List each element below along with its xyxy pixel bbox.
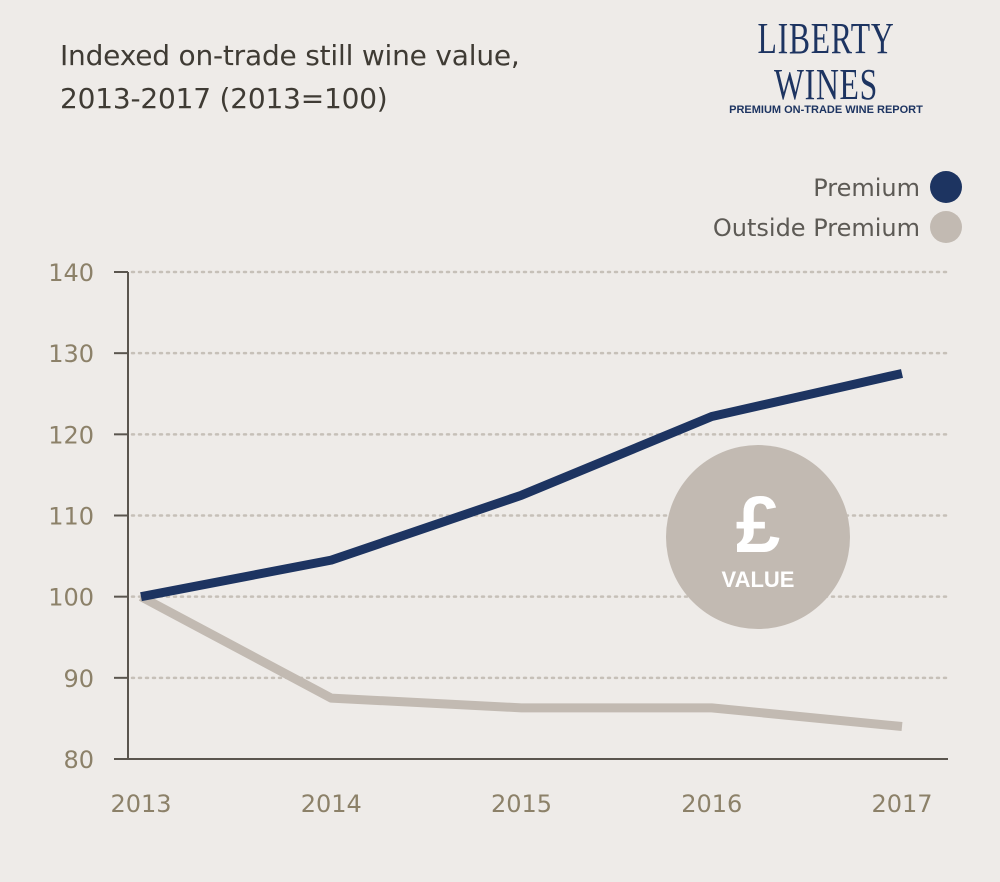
value-badge-label: VALUE: [722, 567, 795, 592]
x-tick-label: 2013: [110, 790, 171, 818]
x-tick-label: 2015: [491, 790, 552, 818]
y-tick-label: 110: [48, 503, 94, 531]
x-tick-label: 2017: [871, 790, 932, 818]
y-tick-label: 130: [48, 340, 94, 368]
brand-tagline: PREMIUM ON-TRADE WINE REPORT: [729, 104, 923, 116]
brand-name: LIBERTY WINES: [757, 14, 895, 109]
legend-marker-outside-premium: [930, 211, 962, 243]
y-axis-ticks: 80 90 100 110 120 130 140: [48, 259, 94, 774]
value-badge-circle: [666, 445, 850, 629]
x-axis-ticks: 2013 2014 2015 2016 2017: [110, 790, 932, 818]
value-badge: £ VALUE: [666, 445, 850, 629]
y-tick-label: 140: [48, 259, 94, 287]
pound-icon: £: [736, 480, 781, 569]
legend: Premium Outside Premium: [713, 171, 962, 243]
chart-title-line-2: 2013-2017 (2013=100): [60, 82, 388, 115]
axes: [114, 271, 948, 760]
x-tick-label: 2016: [681, 790, 742, 818]
series-lines: [138, 369, 903, 732]
legend-label-premium: Premium: [813, 174, 920, 202]
chart-title: Indexed on-trade still wine value, 2013-…: [60, 34, 520, 120]
brand-logo: LIBERTY WINES PREMIUM ON-TRADE WINE REPO…: [696, 14, 956, 117]
y-tick-label: 90: [63, 665, 94, 693]
y-tick-label: 100: [48, 584, 94, 612]
x-tick-label: 2014: [301, 790, 362, 818]
legend-marker-premium: [930, 171, 962, 203]
chart-title-line-1: Indexed on-trade still wine value,: [60, 39, 520, 72]
y-tick-label: 120: [48, 421, 94, 449]
y-tick-label: 80: [63, 746, 94, 774]
legend-label-outside-premium: Outside Premium: [713, 214, 920, 242]
